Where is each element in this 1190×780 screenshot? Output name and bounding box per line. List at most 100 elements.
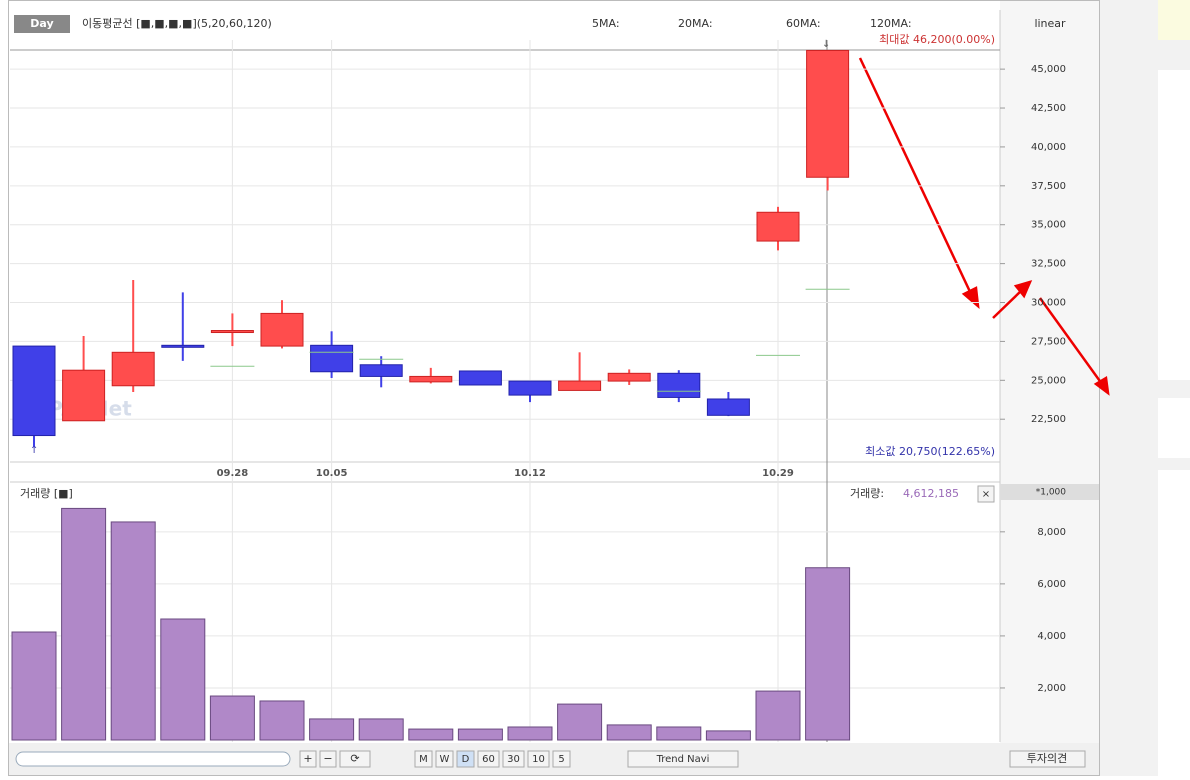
opinion-button[interactable] — [1009, 750, 1086, 768]
volume-bar — [457, 728, 503, 741]
x-tick-label: 09.28 — [217, 468, 249, 479]
close-button[interactable] — [977, 485, 995, 503]
max-label: 최대값 46,200(0.00%) — [879, 33, 995, 46]
volume-bar — [309, 718, 355, 741]
y-tick-label: 35,000 — [1031, 220, 1066, 231]
x-tick-label: 10.12 — [514, 468, 546, 479]
y-tick-label: 22,500 — [1031, 414, 1066, 425]
period-button[interactable] — [414, 750, 433, 768]
crosshair-arrow: ↓ — [822, 39, 830, 50]
period-label: 60 — [482, 754, 495, 765]
y-tick-label: 8,000 — [1037, 527, 1066, 538]
period-label: Day — [30, 17, 53, 30]
y-tick-label: 40,000 — [1031, 142, 1066, 153]
y-tick-label: 32,500 — [1031, 259, 1066, 270]
zoom-in[interactable] — [299, 750, 317, 768]
candle-body — [111, 351, 155, 387]
candle-body — [161, 344, 205, 348]
candle-body — [310, 344, 354, 373]
volume-bar — [61, 507, 107, 741]
candle-body — [558, 380, 602, 391]
period-button[interactable] — [502, 750, 525, 768]
opinion-label: 투자의견 — [1027, 752, 1067, 765]
candle-body — [12, 345, 56, 437]
side-box — [1158, 398, 1190, 458]
volume-title: 거래량 [■] — [20, 487, 73, 500]
candle-body — [657, 372, 701, 398]
trend-label: Trend Navi — [656, 754, 710, 765]
ma-legend: 이동평균선 [■,■,■,■](5,20,60,120) — [82, 17, 272, 30]
ma-label: 5MA: — [592, 17, 620, 30]
ma-label: 120MA: — [870, 17, 912, 30]
refresh-icon: ⟳ — [350, 752, 359, 765]
x-tick-label: 10.05 — [316, 468, 348, 479]
arrowhead — [1013, 280, 1033, 299]
y-tick-label: 6,000 — [1037, 579, 1066, 590]
arrowhead — [1093, 375, 1110, 396]
min-arrow: ↑ — [30, 445, 38, 456]
candle-body — [756, 211, 800, 242]
candle-body — [508, 380, 552, 396]
arrow — [1038, 297, 1104, 385]
y-tick-label: 45,000 — [1031, 64, 1066, 75]
period-button[interactable] — [552, 750, 571, 768]
arrow — [858, 57, 974, 297]
volume-bar — [160, 618, 206, 741]
period-label: W — [440, 754, 450, 765]
volume-bar — [656, 726, 702, 741]
scale-label: linear — [1034, 17, 1066, 30]
period-label: D — [462, 754, 470, 765]
y-tick-label: 27,500 — [1031, 336, 1066, 347]
axis-strip — [1000, 1, 1099, 743]
volume-bar — [606, 724, 652, 741]
y-tick-label: 4,000 — [1037, 631, 1066, 642]
volume-bar — [805, 567, 851, 741]
volume-bar — [110, 521, 156, 741]
period-badge[interactable] — [14, 15, 70, 33]
y-tick-label: 37,500 — [1031, 181, 1066, 192]
y-tick-label: 25,000 — [1031, 375, 1066, 386]
volume-bar — [507, 726, 553, 741]
unit-strip — [1000, 484, 1099, 500]
side-box — [1158, 70, 1190, 380]
min-label: 최소값 20,750(122.65%) — [865, 445, 995, 458]
y-tick-label: 30,000 — [1031, 298, 1066, 309]
y-tick-label: 2,000 — [1037, 683, 1066, 694]
y-tick-label: 42,500 — [1031, 103, 1066, 114]
period-button[interactable] — [527, 750, 550, 768]
period-button[interactable] — [456, 750, 475, 768]
period-label: M — [419, 754, 428, 765]
x-tick-label: 10.29 — [762, 468, 794, 479]
candle-body — [706, 398, 750, 416]
side-box — [1158, 470, 1190, 776]
zoom-in-icon: + — [303, 752, 312, 765]
volume-bar — [755, 690, 801, 741]
trend-button[interactable] — [627, 750, 739, 768]
zoom-out[interactable] — [319, 750, 337, 768]
ma-label: 20MA: — [678, 17, 713, 30]
scrollbar[interactable] — [15, 751, 291, 767]
arrowhead — [961, 286, 980, 310]
close-icon: × — [982, 489, 990, 500]
candle-body — [260, 312, 304, 347]
volume-bar — [557, 703, 603, 741]
volume-bar — [259, 700, 305, 741]
ma-label: 60MA: — [786, 17, 821, 30]
period-button[interactable] — [435, 750, 454, 768]
period-label: 30 — [507, 754, 520, 765]
volume-unit: *1,000 — [1036, 488, 1067, 498]
candle-body — [458, 370, 502, 386]
readout-label: 거래량: — [850, 487, 884, 500]
candle-body — [359, 364, 403, 377]
candle-body — [62, 369, 106, 422]
readout-value: 4,612,185 — [903, 487, 959, 500]
refresh[interactable] — [339, 750, 371, 768]
zoom-out-icon: − — [323, 752, 332, 765]
candle-body — [210, 330, 254, 334]
volume-bar — [209, 695, 255, 741]
arrow — [992, 289, 1023, 319]
side-box — [1158, 0, 1190, 40]
period-button[interactable] — [477, 750, 500, 768]
